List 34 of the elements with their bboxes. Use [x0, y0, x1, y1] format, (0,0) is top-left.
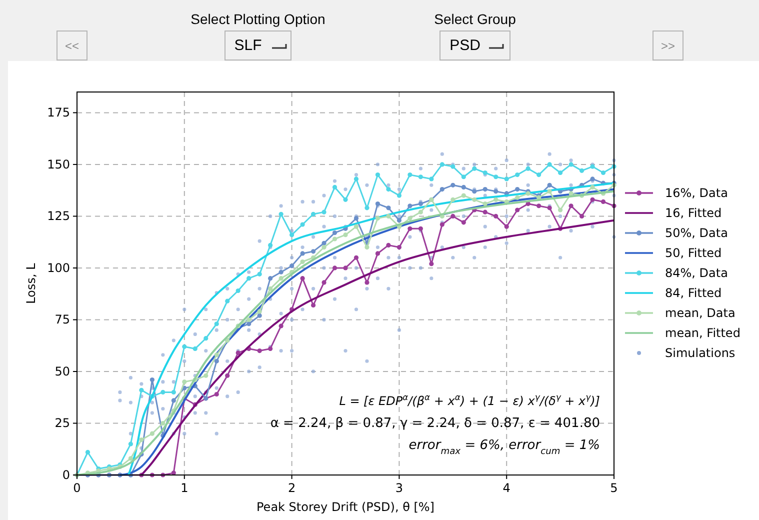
x-tick-label: 3 [395, 481, 404, 495]
legend-label: 50, Fitted [665, 246, 722, 260]
legend-label: 84%, Data [665, 266, 728, 280]
text: PSD [450, 37, 481, 54]
annotation: α = 2.24, β = 0.87, γ = 2.24, δ = 0.87, ε = 401.80 [270, 416, 600, 431]
x-axis-title: Peak Storey Drift (PSD), θ [%] [256, 500, 434, 514]
y-tick-label: 125 [47, 209, 70, 224]
text: >> [660, 39, 676, 53]
text: SLF [234, 37, 262, 54]
x-tick-label: 5 [610, 481, 618, 495]
text: << [64, 39, 80, 53]
text: L = [ε EDP$^{α}$/(β$^{α}$ + x$^{α}$) + (1 − ε) x$^{γ}$/(δ$^{γ}$ + x$^{γ}$)] [339, 392, 600, 408]
legend-label: mean, Fitted [665, 326, 740, 340]
x-tick-label: 0 [73, 481, 81, 495]
x-tick-label: 2 [288, 481, 296, 495]
y-tick-label: 0 [62, 468, 70, 482]
legend-label: Simulations [665, 346, 736, 360]
legend-label: 16%, Data [665, 186, 728, 200]
x-tick-label: 4 [502, 481, 510, 495]
annotation: error$_{max}$ = 6%, error$_{cum}$ = 1% [408, 438, 600, 457]
legend-label: 84, Fitted [665, 286, 722, 300]
text: Select Plotting Option [190, 11, 326, 27]
legend-label: 16, Fitted [665, 206, 722, 220]
legend-label: mean, Data [665, 306, 736, 320]
y-axis-title: Loss, L [24, 262, 38, 304]
y-tick-label: 75 [54, 312, 70, 327]
legend-label: 50%, Data [665, 226, 728, 240]
y-tick-label: 25 [54, 416, 70, 430]
y-tick-label: 150 [47, 157, 70, 172]
x-tick-label: 1 [180, 481, 188, 495]
y-tick-label: 50 [54, 364, 70, 378]
text: Select Group [434, 11, 516, 27]
y-tick-label: 100 [47, 260, 70, 275]
y-tick-label: 175 [47, 106, 70, 120]
